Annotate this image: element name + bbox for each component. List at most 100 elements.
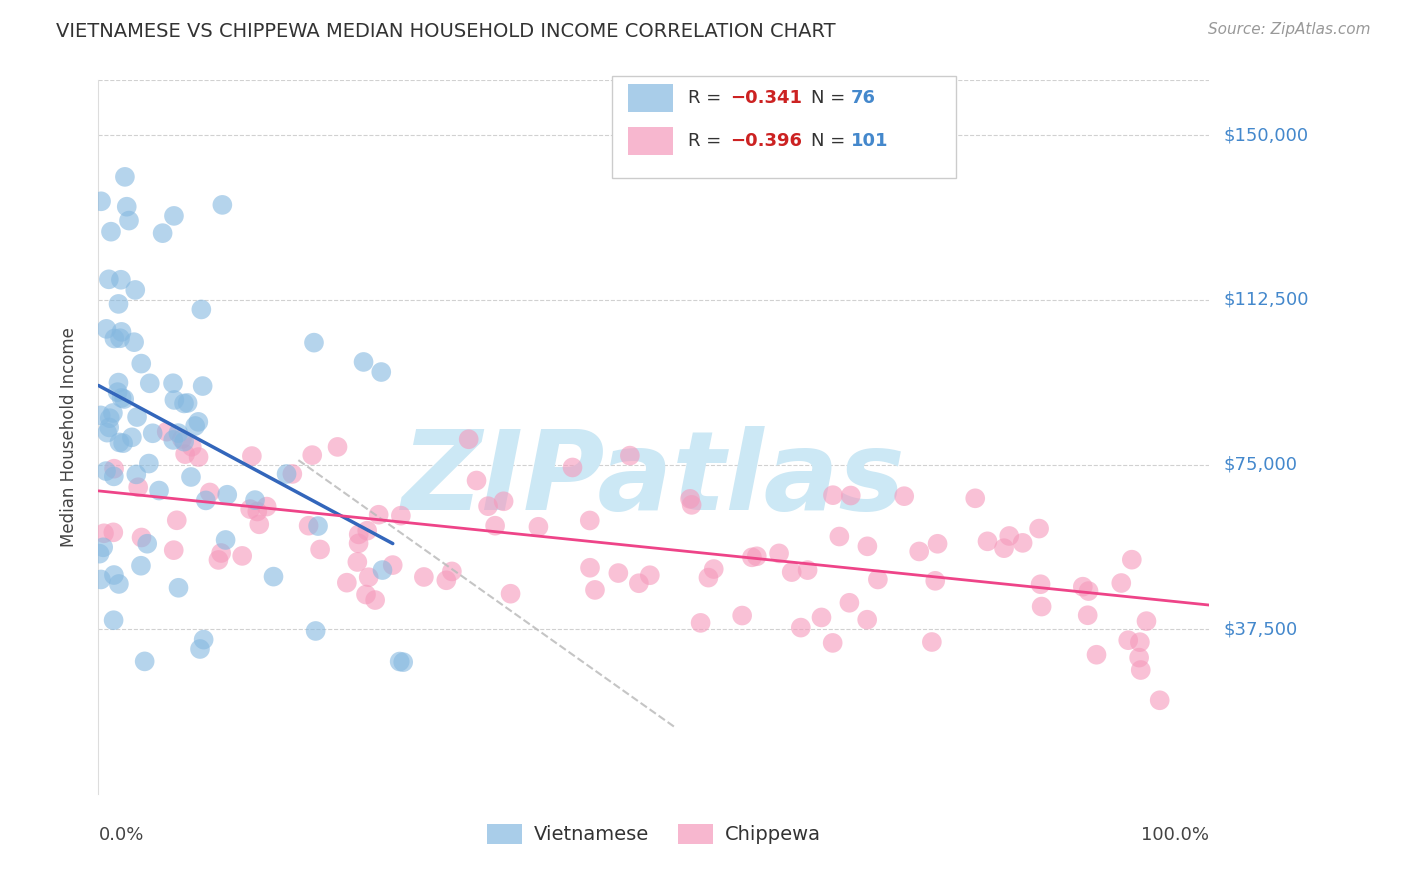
Point (139, 376, 162, 391)
Point (108, 331, 131, 345)
Text: 76: 76 (851, 89, 876, 107)
Text: VIETNAMESE VS CHIPPEWA MEDIAN HOUSEHOLD INCOME CORRELATION CHART: VIETNAMESE VS CHIPPEWA MEDIAN HOUSEHOLD … (56, 22, 835, 41)
Text: N =: N = (811, 89, 851, 107)
Point (170, 432, 193, 446)
Point (838, 596, 860, 610)
Point (167, 581, 190, 595)
Point (187, 450, 209, 464)
Point (370, 365, 392, 379)
Point (191, 379, 214, 393)
Point (492, 494, 515, 508)
Point (1109, 576, 1132, 591)
Point (353, 355, 375, 369)
Point (689, 615, 711, 630)
Point (112, 436, 135, 450)
Point (166, 513, 188, 527)
Point (856, 613, 879, 627)
Point (465, 474, 488, 488)
Point (125, 410, 148, 425)
Point (194, 493, 217, 508)
Point (1129, 663, 1152, 677)
Point (477, 499, 499, 513)
Point (457, 432, 479, 446)
Point (90, 573, 112, 587)
Point (1077, 608, 1099, 623)
Point (347, 536, 370, 550)
Point (193, 632, 215, 647)
Point (768, 546, 790, 560)
Point (1077, 584, 1099, 599)
Point (1085, 648, 1108, 662)
Point (129, 357, 152, 371)
Point (821, 636, 844, 650)
Point (121, 430, 143, 444)
Point (561, 460, 583, 475)
Point (1116, 633, 1139, 648)
Point (357, 570, 380, 584)
Point (173, 396, 195, 410)
Point (1121, 552, 1143, 566)
Point (1071, 580, 1094, 594)
Point (129, 558, 152, 573)
Point (434, 574, 457, 588)
Point (90, 194, 112, 209)
Point (371, 563, 394, 577)
Point (103, 461, 125, 475)
Text: R =: R = (688, 132, 727, 150)
Point (810, 610, 832, 624)
Point (821, 488, 844, 502)
Point (103, 613, 125, 627)
Point (1149, 693, 1171, 707)
Point (780, 565, 803, 579)
Text: Source: ZipAtlas.com: Source: ZipAtlas.com (1208, 22, 1371, 37)
Text: $75,000: $75,000 (1223, 456, 1298, 474)
Point (89, 547, 111, 561)
Point (583, 582, 606, 597)
Point (302, 335, 325, 350)
Point (239, 502, 262, 516)
Point (703, 562, 725, 576)
Point (112, 392, 135, 406)
Point (96, 425, 118, 440)
Point (828, 529, 851, 543)
Point (305, 624, 328, 638)
Point (607, 566, 630, 580)
Point (173, 434, 195, 449)
Point (965, 491, 987, 506)
Text: 101: 101 (851, 132, 889, 150)
Point (107, 376, 129, 390)
Text: $112,500: $112,500 (1223, 291, 1309, 309)
Point (297, 518, 319, 533)
Point (638, 568, 661, 582)
Point (98, 420, 121, 434)
Point (1128, 650, 1150, 665)
Text: ZIPatlas: ZIPatlas (402, 426, 905, 533)
Point (527, 520, 550, 534)
Point (240, 449, 263, 463)
Point (209, 546, 232, 560)
Point (578, 513, 600, 527)
Point (110, 391, 132, 405)
Point (98, 411, 121, 425)
Legend: Vietnamese, Chippewa: Vietnamese, Chippewa (479, 816, 828, 852)
Point (163, 543, 186, 558)
Point (108, 577, 131, 591)
Point (381, 558, 404, 572)
Point (1029, 577, 1052, 591)
Point (336, 575, 359, 590)
Point (1011, 536, 1033, 550)
Point (326, 440, 349, 454)
Point (367, 508, 389, 522)
Point (243, 493, 266, 508)
Point (211, 198, 233, 212)
Point (927, 537, 949, 551)
Point (354, 588, 377, 602)
Point (993, 541, 1015, 556)
Point (856, 539, 879, 553)
Point (163, 209, 186, 223)
Point (924, 574, 946, 588)
Point (440, 565, 463, 579)
Point (176, 396, 198, 410)
Point (136, 537, 159, 551)
Point (162, 433, 184, 447)
